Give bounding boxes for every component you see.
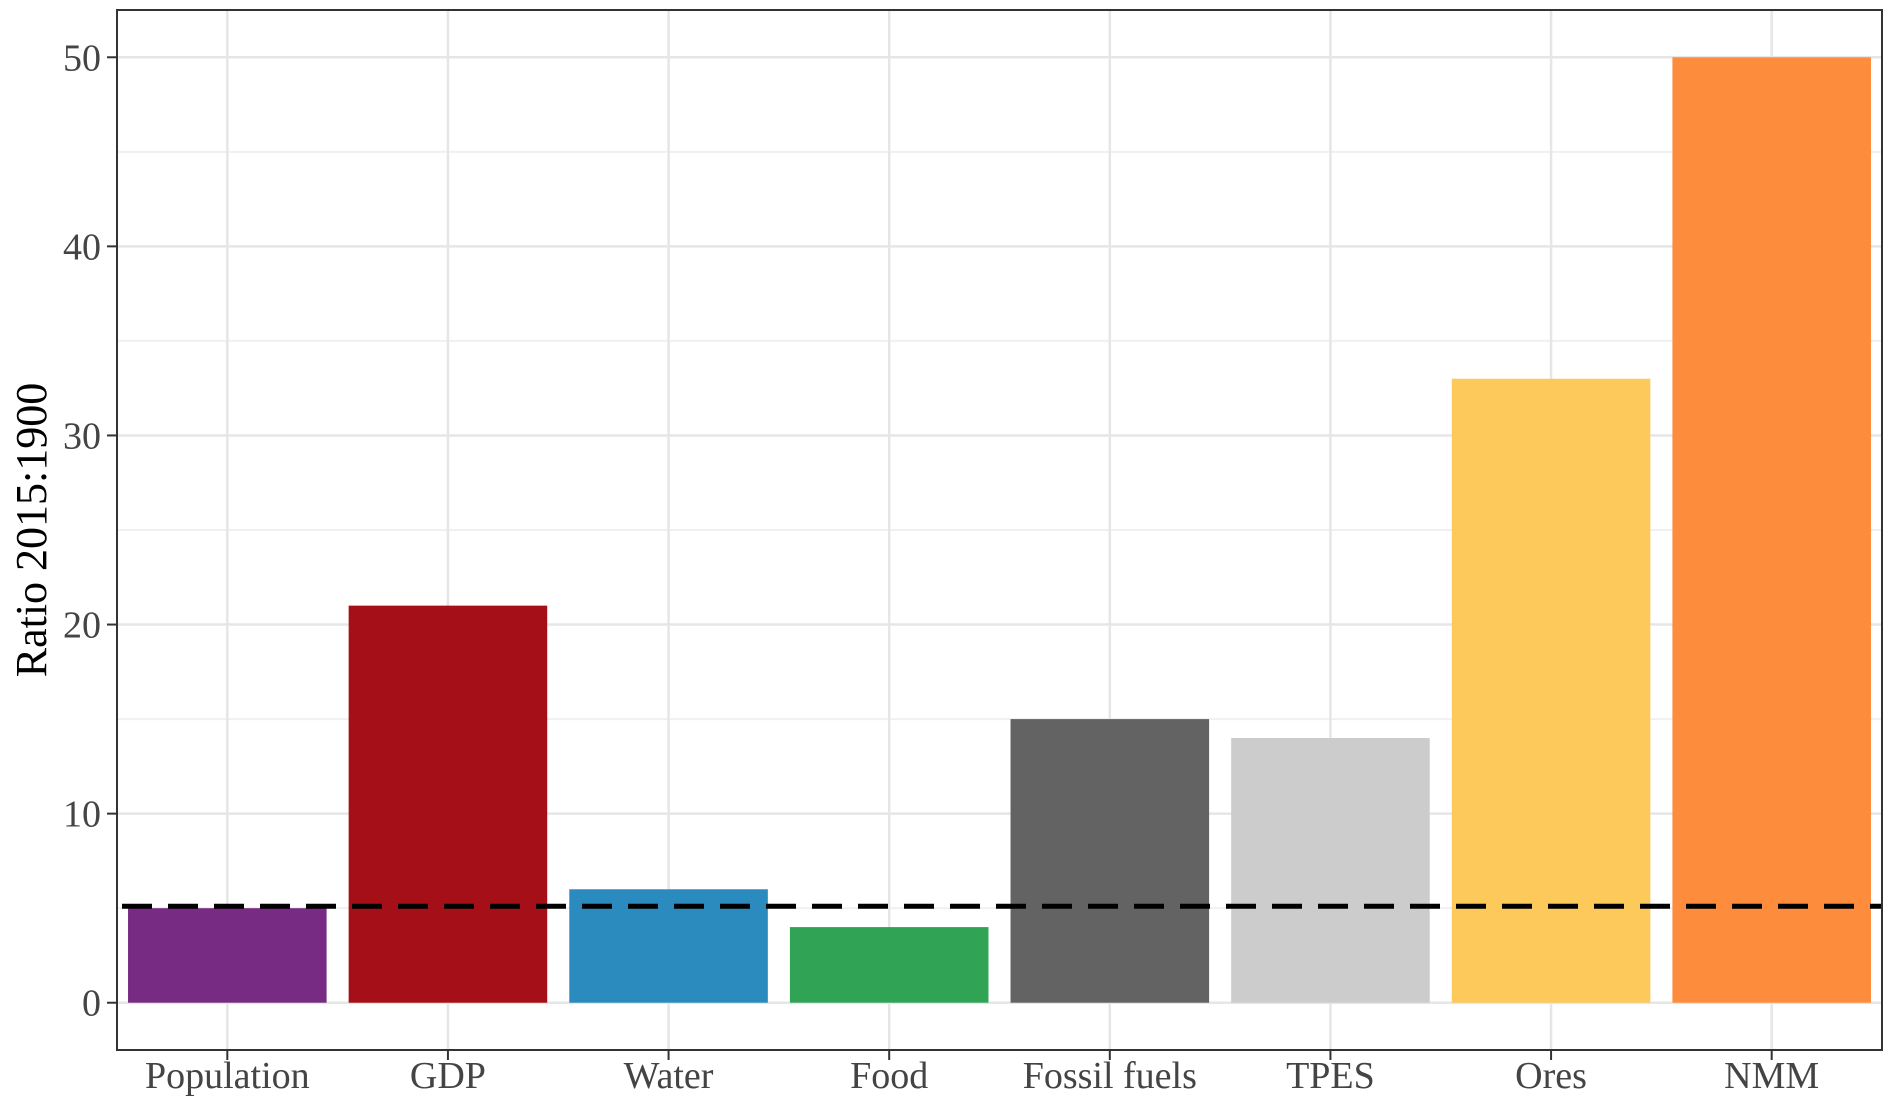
x-tick-label: TPES xyxy=(1286,1055,1375,1097)
bar-gdp xyxy=(348,605,548,1003)
y-tick-label: 40 xyxy=(63,226,101,268)
y-tick-label: 10 xyxy=(63,794,101,836)
x-tick-label: Food xyxy=(850,1055,928,1097)
bar-fossil-fuels xyxy=(1010,719,1210,1003)
x-tick-label: Ores xyxy=(1515,1055,1587,1097)
plot-panel-border xyxy=(116,9,1883,1051)
x-tick-label: Fossil fuels xyxy=(1023,1055,1197,1097)
bars xyxy=(128,57,1871,1003)
bar-nmm xyxy=(1672,57,1871,1003)
x-tick-label: Water xyxy=(624,1055,714,1097)
bar-tpes xyxy=(1231,738,1430,1003)
x-axis: Population GDP Water Food Fossil fuels TPES Or… xyxy=(145,1050,1819,1097)
y-axis-title: Ratio 2015:1900 xyxy=(7,383,56,678)
y-tick-label: 50 xyxy=(63,37,101,79)
bar-food xyxy=(789,927,989,1003)
x-tick-label: NMM xyxy=(1724,1055,1819,1097)
x-tick-label: GDP xyxy=(410,1055,486,1097)
bar-population xyxy=(128,908,327,1003)
y-tick-label: 20 xyxy=(63,605,101,647)
y-axis: 0 10 20 30 40 50 xyxy=(63,37,117,1025)
bar-ores xyxy=(1451,378,1651,1003)
y-tick-label: 0 xyxy=(82,983,101,1025)
x-tick-label: Population xyxy=(145,1055,310,1097)
y-tick-label: 30 xyxy=(63,415,101,457)
